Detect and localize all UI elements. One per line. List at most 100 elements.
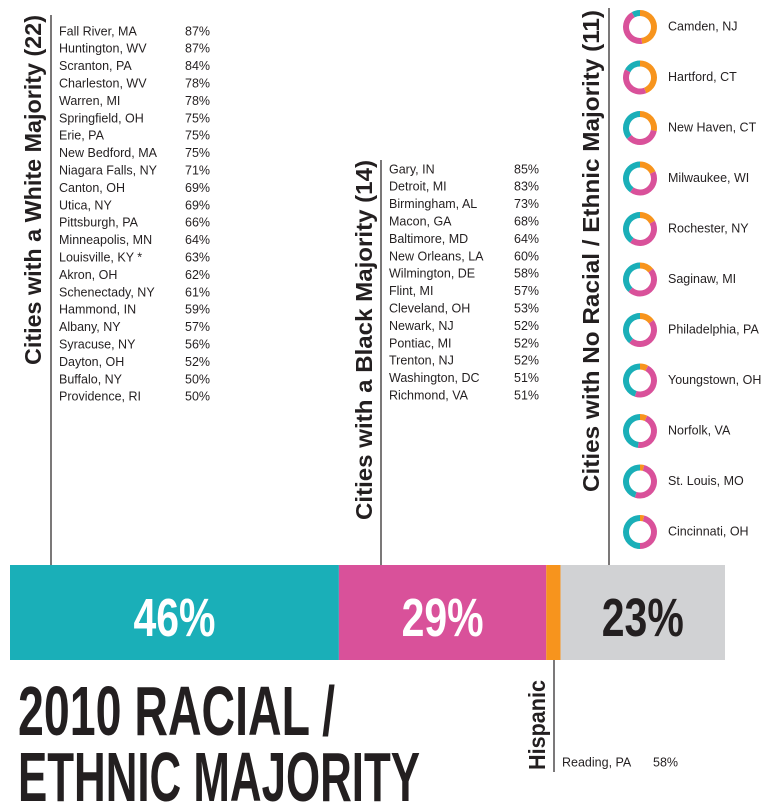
city-percent: 51% <box>514 388 539 402</box>
city-percent: 85% <box>514 162 539 176</box>
city-name: Springfield, OH <box>59 111 144 125</box>
group-label: Cities with No Racial / Ethnic Majority … <box>578 10 604 492</box>
donut-segment <box>622 111 640 139</box>
city-name: Niagara Falls, NY <box>59 163 158 177</box>
city-percent: 50% <box>185 372 210 386</box>
city-percent: 52% <box>514 354 539 368</box>
donut-segment <box>629 320 657 347</box>
city-name: New Bedford, MA <box>59 146 158 160</box>
city-name: Buffalo, NY <box>59 372 123 386</box>
city-name: Syracuse, NY <box>59 337 136 351</box>
city-name: Birmingham, AL <box>389 197 477 211</box>
city-name: Washington, DC <box>389 371 480 385</box>
city-name: Huntington, WV <box>59 42 147 56</box>
donut-segment <box>640 10 657 44</box>
city-name: Saginaw, MI <box>668 272 736 286</box>
city-name: Utica, NY <box>59 198 112 212</box>
city-percent: 52% <box>185 355 210 369</box>
donut-segment <box>631 10 640 18</box>
donut-segment <box>637 415 657 448</box>
city-name: Philadelphia, PA <box>668 322 759 336</box>
group-label: Cities with a Black Majority (14) <box>351 160 377 520</box>
city-percent: 52% <box>514 319 539 333</box>
city-percent: 84% <box>185 59 210 73</box>
city-percent: 78% <box>185 76 210 90</box>
donut-segment <box>640 414 648 422</box>
city-name: Pontiac, MI <box>389 336 452 350</box>
city-name: Erie, PA <box>59 129 105 143</box>
city-name: Louisville, KY * <box>59 250 142 264</box>
city-name: Baltimore, MD <box>389 232 468 246</box>
donut-segment <box>640 313 654 324</box>
city-percent: 57% <box>185 320 210 334</box>
city-name: Akron, OH <box>59 268 117 282</box>
city-percent: 51% <box>514 371 539 385</box>
city-name: Gary, IN <box>389 162 435 176</box>
city-percent: 61% <box>185 285 210 299</box>
city-percent: 78% <box>185 94 210 108</box>
bar-segment <box>560 565 725 660</box>
city-percent: 62% <box>185 268 210 282</box>
donut-segment <box>623 464 640 498</box>
city-percent: 64% <box>185 233 210 247</box>
city-name: New Haven, CT <box>668 120 757 134</box>
city-name: Detroit, MI <box>389 180 447 194</box>
city-name: Minneapolis, MN <box>59 233 152 247</box>
city-percent: 59% <box>185 303 210 317</box>
donut-segment <box>626 130 657 146</box>
bar-label: 46% <box>133 588 215 648</box>
city-name: New Orleans, LA <box>389 249 484 263</box>
city-percent: 87% <box>185 42 210 56</box>
bar-segment <box>546 565 561 660</box>
city-percent: 60% <box>514 249 539 263</box>
city-percent: 75% <box>185 146 210 160</box>
city-name: St. Louis, MO <box>668 474 744 488</box>
city-percent: 50% <box>185 390 210 404</box>
donut-segment <box>639 60 658 94</box>
group-label: Cities with a White Majority (22) <box>20 15 46 365</box>
city-percent: 69% <box>185 198 210 212</box>
city-name: Reading, PA <box>562 755 632 769</box>
city-name: Milwaukee, WI <box>668 171 749 185</box>
city-name: Wilmington, DE <box>389 267 475 281</box>
city-percent: 87% <box>185 24 210 38</box>
city-percent: 71% <box>185 163 210 177</box>
group-label: Hispanic <box>524 680 550 770</box>
donut-segment <box>630 171 658 196</box>
donut-segment <box>622 363 640 397</box>
bar-segment <box>338 565 547 660</box>
donut-segment <box>640 363 649 371</box>
city-percent: 68% <box>514 214 539 228</box>
donut-segment <box>640 111 658 132</box>
city-percent: 64% <box>514 232 539 246</box>
bar-label: 29% <box>402 588 484 648</box>
city-percent: 69% <box>185 181 210 195</box>
donut-segment <box>640 262 654 273</box>
city-percent: 57% <box>514 284 539 298</box>
city-name: Cincinnati, OH <box>668 524 749 538</box>
donut-segment <box>623 212 640 243</box>
donut-segment <box>634 365 658 398</box>
title: 2010 RACIAL / <box>18 672 335 750</box>
bar-label: 23% <box>602 588 684 648</box>
donut-segment <box>640 515 658 549</box>
donut-segment <box>628 268 658 297</box>
donut-segment <box>640 464 645 471</box>
city-name: Schenectady, NY <box>59 285 155 299</box>
donut-segment <box>623 69 647 95</box>
city-name: Hammond, IN <box>59 303 136 317</box>
donut-segment <box>640 212 655 224</box>
city-name: Rochester, NY <box>668 221 749 235</box>
city-percent: 75% <box>185 111 210 125</box>
city-name: Cleveland, OH <box>389 301 470 315</box>
title: ETHNIC MAJORITY <box>18 738 420 803</box>
city-percent: 75% <box>185 129 210 143</box>
donut-segment <box>623 515 640 549</box>
city-percent: 63% <box>185 250 210 264</box>
city-name: Scranton, PA <box>59 59 132 73</box>
donut-segment <box>623 414 640 448</box>
city-percent: 53% <box>514 301 539 315</box>
donut-segment <box>623 12 643 44</box>
city-name: Richmond, VA <box>389 388 469 402</box>
